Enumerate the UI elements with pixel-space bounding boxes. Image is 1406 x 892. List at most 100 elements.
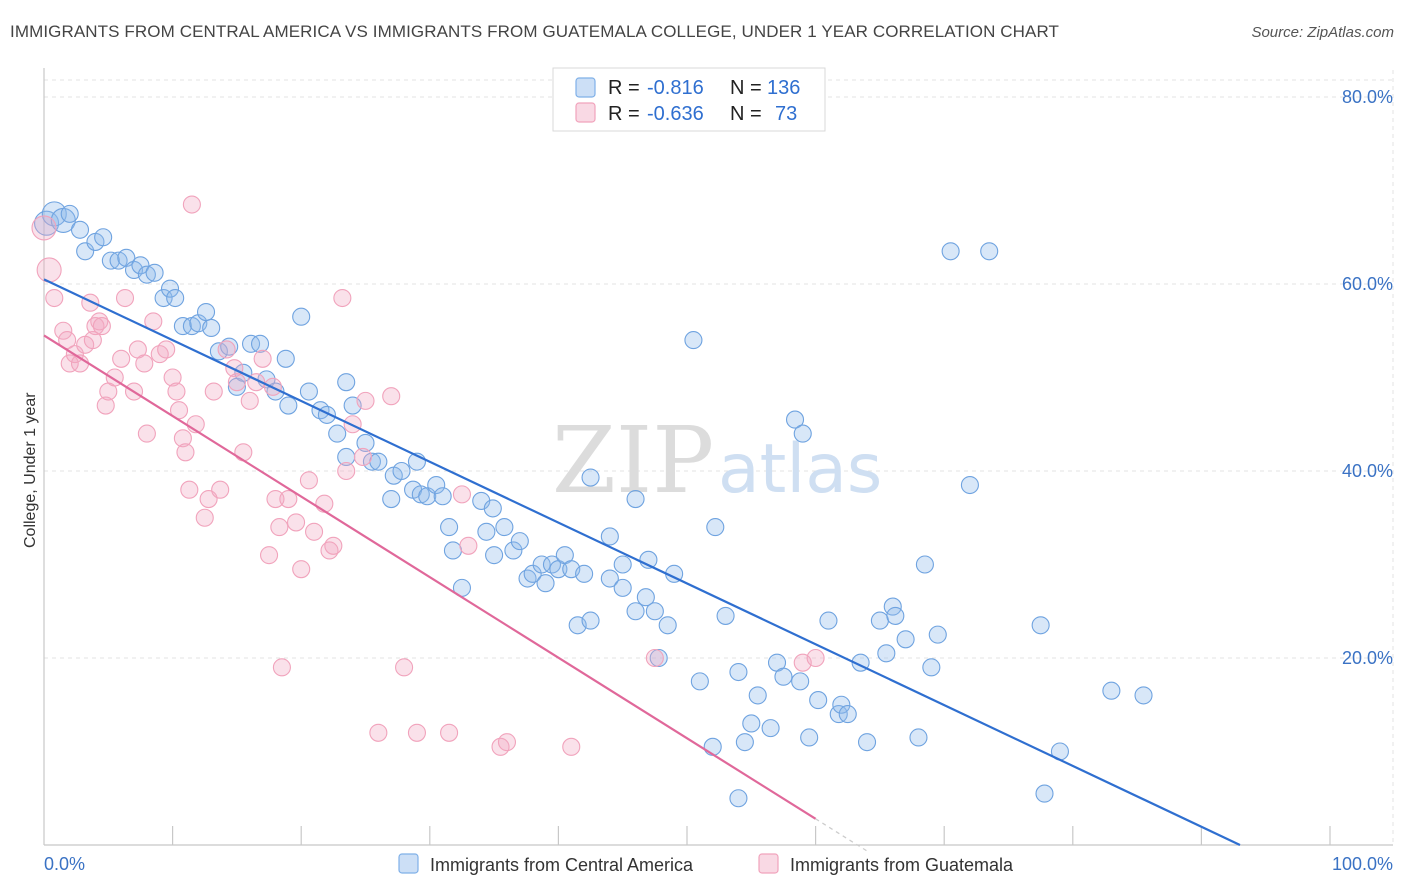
- data-point-guatemala: [259, 546, 279, 565]
- data-point-guatemala: [31, 215, 57, 241]
- data-point-central-america: [279, 396, 298, 415]
- legend-r-label: R =: [608, 103, 640, 125]
- data-point-central-america: [356, 433, 375, 453]
- data-point-guatemala: [292, 560, 311, 579]
- y-tick-label: 40.0%: [1342, 461, 1393, 481]
- x-tick-labels: 0.0% 100.0%: [44, 854, 1393, 874]
- data-point-guatemala: [150, 345, 169, 364]
- data-point-central-america: [941, 242, 960, 261]
- data-point-central-america: [220, 337, 239, 356]
- data-point-guatemala: [83, 331, 102, 350]
- data-point-central-america: [626, 602, 645, 621]
- data-point-central-america: [532, 555, 551, 574]
- chart-source: Source: ZipAtlas.com: [1251, 24, 1394, 41]
- data-point-central-america: [202, 318, 221, 337]
- data-point-central-america: [832, 695, 851, 714]
- trend-lines: [43, 278, 1241, 852]
- data-point-guatemala: [163, 368, 182, 387]
- data-point-guatemala: [58, 331, 77, 350]
- data-point-central-america: [581, 611, 600, 630]
- data-point-guatemala: [369, 723, 388, 742]
- data-point-guatemala: [272, 658, 291, 677]
- data-point-central-america: [1102, 681, 1121, 700]
- data-point-guatemala: [45, 288, 64, 308]
- y-tick-label: 60.0%: [1342, 274, 1393, 294]
- legend-r-label: R =: [608, 77, 640, 99]
- series-legend: Immigrants from Central America Immigran…: [398, 853, 1014, 875]
- data-point-guatemala: [452, 485, 472, 504]
- data-point-central-america: [166, 288, 185, 308]
- y-tick-label: 20.0%: [1342, 648, 1393, 668]
- legend-swatch-central-america: [575, 77, 596, 98]
- legend-n-value-guatemala: 73: [775, 103, 797, 125]
- data-point-central-america: [411, 485, 430, 504]
- data-point-guatemala: [112, 349, 131, 368]
- data-point-central-america: [250, 334, 270, 353]
- data-point-guatemala: [60, 354, 79, 373]
- data-point-central-america: [729, 662, 748, 682]
- data-point-guatemala: [287, 513, 306, 532]
- data-point-guatemala: [204, 382, 223, 401]
- data-point-central-america: [392, 461, 411, 481]
- data-point-guatemala: [176, 443, 195, 462]
- bottom-legend-label-guatemala: Immigrants from Guatemala: [790, 855, 1014, 875]
- data-point-guatemala: [806, 648, 825, 668]
- data-point-central-america: [76, 242, 95, 261]
- data-point-central-america: [510, 532, 529, 551]
- data-point-central-america: [742, 714, 761, 733]
- data-point-central-america: [209, 342, 228, 361]
- data-point-guatemala: [279, 489, 298, 509]
- data-point-central-america: [536, 574, 555, 593]
- data-point-central-america: [613, 555, 632, 574]
- data-point-central-america: [735, 733, 754, 752]
- data-point-guatemala: [333, 288, 352, 308]
- data-point-central-america: [369, 452, 388, 471]
- data-point-central-america: [922, 658, 941, 677]
- data-point-guatemala: [356, 391, 375, 410]
- data-point-central-america: [636, 588, 655, 607]
- data-point-central-america: [658, 616, 677, 635]
- data-point-central-america: [1031, 616, 1050, 635]
- data-point-central-america: [909, 728, 928, 747]
- data-point-central-america: [495, 518, 514, 537]
- data-point-guatemala: [253, 349, 272, 368]
- y-tick-label: 80.0%: [1342, 87, 1393, 107]
- data-point-central-america: [131, 256, 150, 275]
- y-axis-label: College, Under 1 year: [22, 392, 39, 548]
- data-point-central-america: [137, 265, 156, 284]
- data-point-guatemala: [324, 536, 343, 555]
- data-point-central-america: [160, 279, 180, 298]
- data-point-central-america: [791, 672, 810, 691]
- data-point-central-america: [706, 518, 725, 537]
- trend-line-extension: [815, 818, 868, 852]
- data-point-guatemala: [645, 648, 664, 668]
- data-point-guatemala: [562, 737, 581, 756]
- data-point-guatemala: [81, 293, 100, 312]
- data-point-guatemala: [459, 536, 478, 555]
- data-point-guatemala: [395, 658, 414, 677]
- data-point-central-america: [626, 489, 645, 509]
- data-point-central-america: [915, 555, 934, 574]
- data-point-guatemala: [137, 424, 156, 443]
- data-point-central-america: [703, 737, 722, 756]
- data-point-guatemala: [305, 522, 324, 541]
- series-points: [31, 195, 1153, 808]
- bottom-legend-swatch-guatemala: [758, 853, 779, 874]
- data-point-guatemala: [353, 447, 372, 467]
- data-point-central-america: [382, 489, 401, 509]
- x-tick-label: 100.0%: [1332, 854, 1393, 874]
- data-point-central-america: [870, 611, 889, 630]
- data-point-guatemala: [195, 508, 214, 527]
- data-point-central-america: [774, 667, 793, 686]
- data-point-guatemala: [315, 494, 334, 513]
- data-point-central-america: [896, 630, 915, 649]
- bottom-legend-label-central-america: Immigrants from Central America: [430, 855, 694, 875]
- watermark-zip: ZIP: [552, 407, 714, 514]
- data-point-guatemala: [337, 461, 356, 481]
- data-point-central-america: [980, 242, 999, 261]
- data-point-central-america: [819, 611, 838, 630]
- data-point-central-america: [70, 220, 90, 239]
- data-point-central-america: [761, 719, 780, 738]
- legend-n-label: N =: [730, 103, 762, 125]
